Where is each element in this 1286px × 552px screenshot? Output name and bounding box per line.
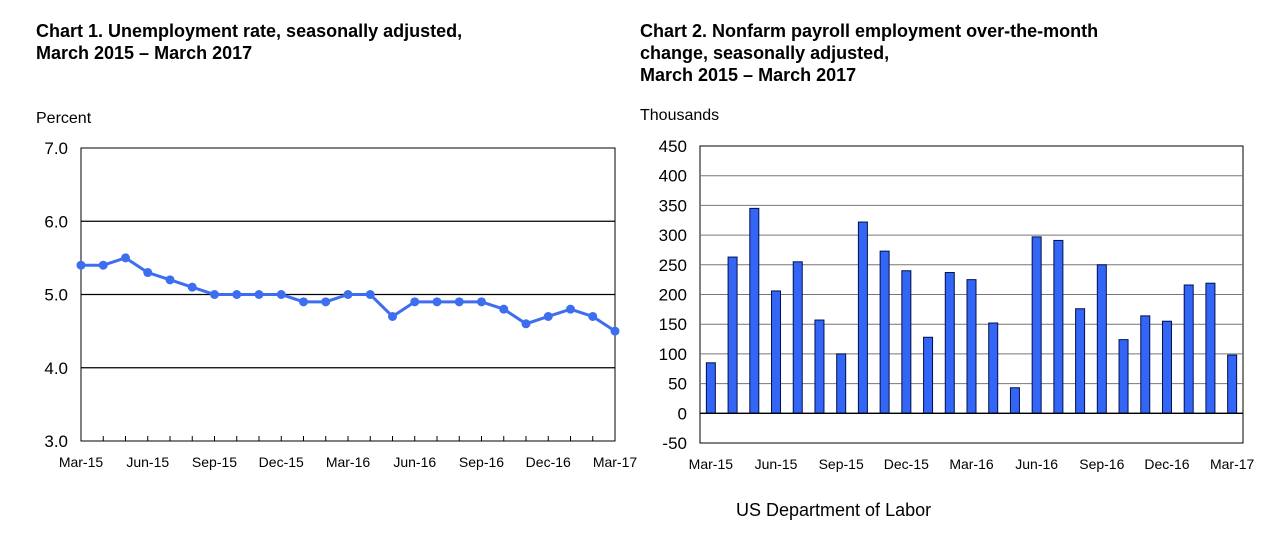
chart2-ytick-label: 250 <box>659 256 687 275</box>
chart2-bar <box>749 207 760 414</box>
chart2-bar <box>814 319 825 414</box>
chart1-data-point <box>98 260 108 270</box>
chart2-bar <box>1075 308 1086 414</box>
chart2-xtick-label: Mar-16 <box>949 456 994 472</box>
chart2-bar <box>1161 320 1172 414</box>
chart2-xtick-label: Dec-15 <box>884 456 929 472</box>
chart1-xtick-label: Sep-16 <box>459 454 504 470</box>
chart1-data-point <box>187 282 197 292</box>
chart2-ytick-label: 50 <box>668 375 687 394</box>
chart2-ytick-label: -50 <box>662 434 687 453</box>
chart2-bar <box>1031 236 1042 414</box>
chart1-data-point <box>76 260 86 270</box>
chart1-xtick-label: Mar-17 <box>593 454 638 470</box>
chart1-title-line2: March 2015 – March 2017 <box>36 43 253 63</box>
chart2-bar <box>1140 315 1151 414</box>
chart2-bar <box>705 362 716 414</box>
chart1-data-point <box>566 304 575 314</box>
chart1-data-point <box>477 297 486 307</box>
chart2-xtick-label: Mar-15 <box>689 456 734 472</box>
chart2-ytick-label: 200 <box>659 286 687 305</box>
chart2-ytick-label: 150 <box>659 315 687 334</box>
chart1-ytick-label: 7.0 <box>44 139 68 158</box>
chart1-data-point <box>121 253 130 263</box>
chart2-xtick-label: Sep-16 <box>1079 456 1124 472</box>
chart2-ytick-label: 450 <box>659 137 687 156</box>
chart1-xtick-label: Sep-15 <box>192 454 237 470</box>
chart1-data-point <box>254 290 264 299</box>
chart1-data-point <box>432 297 442 307</box>
chart2-ytick-label: 100 <box>659 345 687 364</box>
chart1-xtick-label: Jun-16 <box>393 454 436 470</box>
chart1-data-point <box>410 297 420 307</box>
chart1-title-line1: Chart 1. Unemployment rate, seasonally a… <box>36 21 463 41</box>
chart1-xtick-label: Dec-15 <box>259 454 304 470</box>
chart2-xtick-label: Sep-15 <box>819 456 864 472</box>
chart2-bar <box>901 270 912 414</box>
chart2-bar <box>923 336 934 414</box>
chart2-title-line3: March 2015 – March 2017 <box>640 65 857 85</box>
chart1-xtick-label: Mar-15 <box>59 454 104 470</box>
chart2-bar <box>879 250 890 414</box>
chart1-data-point <box>232 290 242 299</box>
chart2-bar <box>727 256 738 414</box>
chart1-data-point <box>543 311 553 321</box>
source-label: US Department of Labor <box>736 500 932 520</box>
chart1-data-point <box>299 297 308 307</box>
chart2-bar <box>857 221 868 414</box>
chart1-ytick-label: 4.0 <box>44 359 68 378</box>
chart1-data-point <box>388 311 397 321</box>
chart2-bar <box>771 290 782 414</box>
chart2-bar <box>836 353 847 414</box>
chart1-data-point <box>143 268 153 278</box>
chart1-ytick-label: 6.0 <box>44 212 68 231</box>
chart2-title: Chart 2. Nonfarm payroll employment over… <box>640 20 1098 86</box>
chart1-xtick-label: Mar-16 <box>326 454 371 470</box>
chart1-data-point <box>454 297 464 307</box>
chart1-data-point <box>588 311 598 321</box>
chart2-ytick-label: 350 <box>659 196 687 215</box>
chart1-data-point <box>210 290 219 299</box>
chart1-xtick-label: Jun-15 <box>126 454 169 470</box>
chart2-ytick-label: 300 <box>659 226 687 245</box>
chart1-data-point <box>276 290 286 299</box>
chart1-title: Chart 1. Unemployment rate, seasonally a… <box>36 20 462 64</box>
chart2-bar <box>1096 264 1107 414</box>
chart1-data-point <box>521 319 531 329</box>
chart1-ytick-label: 3.0 <box>44 432 68 451</box>
chart1-xtick-label: Dec-16 <box>526 454 571 470</box>
chart1-data-point <box>165 275 175 285</box>
chart1-data-point <box>610 326 620 336</box>
chart2-bar <box>1053 239 1064 414</box>
chart1-ylabel: Percent <box>36 110 92 127</box>
chart1-data-point <box>499 304 509 314</box>
chart1-data-point <box>343 290 353 299</box>
chart2-title-line1: Chart 2. Nonfarm payroll employment over… <box>640 21 1099 41</box>
chart2-xtick-label: Jun-16 <box>1015 456 1058 472</box>
chart2-title-line2: change, seasonally adjusted, <box>640 43 890 63</box>
chart2-ylabel: Thousands <box>640 107 720 124</box>
chart2-bar <box>944 272 955 414</box>
chart2-xtick-label: Jun-15 <box>755 456 798 472</box>
chart2-bar <box>1118 339 1129 414</box>
chart2-bar <box>1183 284 1194 414</box>
chart1-data-point <box>321 297 331 307</box>
chart2-bar <box>1009 387 1020 414</box>
chart2-xtick-label: Dec-16 <box>1144 456 1189 472</box>
chart2-ytick-label: 400 <box>659 167 687 186</box>
chart1-ytick-label: 5.0 <box>44 286 68 305</box>
chart2-bar <box>988 322 999 414</box>
chart2-bar <box>792 261 803 414</box>
chart2-bar <box>1227 354 1238 414</box>
chart2-bar <box>1205 282 1216 414</box>
chart2-bar <box>966 279 977 414</box>
chart1-data-point <box>365 290 375 299</box>
chart2-xtick-label: Mar-17 <box>1210 456 1255 472</box>
chart2-ytick-label: 0 <box>678 404 687 423</box>
